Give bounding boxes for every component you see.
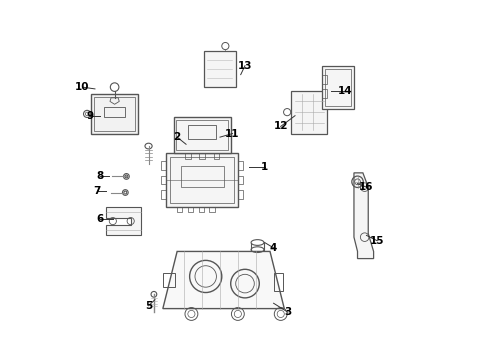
Bar: [322, 75, 327, 84]
Text: 15: 15: [370, 236, 385, 246]
Text: 11: 11: [225, 129, 240, 139]
Bar: [214, 153, 220, 158]
Bar: [322, 89, 327, 98]
Bar: [238, 190, 243, 199]
Bar: [209, 207, 215, 212]
Bar: [104, 107, 125, 117]
Bar: [173, 117, 231, 153]
Bar: [238, 161, 243, 170]
Text: 14: 14: [338, 86, 352, 96]
Text: 9: 9: [86, 111, 93, 121]
Bar: [176, 120, 228, 150]
Bar: [325, 68, 351, 106]
Text: 13: 13: [238, 61, 252, 71]
Bar: [238, 176, 243, 184]
Bar: [92, 94, 138, 134]
Bar: [161, 161, 167, 170]
Bar: [177, 207, 182, 212]
Bar: [185, 153, 191, 158]
Bar: [188, 207, 193, 212]
Bar: [199, 153, 205, 158]
Bar: [181, 166, 223, 187]
Bar: [292, 91, 327, 134]
Bar: [322, 66, 354, 109]
Bar: [273, 273, 283, 291]
Bar: [94, 97, 135, 131]
Text: 16: 16: [359, 182, 374, 192]
Text: 7: 7: [93, 186, 100, 196]
Polygon shape: [106, 207, 142, 235]
Bar: [170, 157, 234, 203]
Text: 1: 1: [261, 162, 268, 172]
Text: 10: 10: [75, 82, 90, 92]
Bar: [161, 176, 167, 184]
Bar: [198, 207, 204, 212]
Polygon shape: [354, 173, 373, 258]
Text: 12: 12: [273, 121, 288, 131]
Bar: [163, 273, 175, 287]
Bar: [204, 51, 236, 87]
Text: 3: 3: [284, 307, 292, 317]
Text: 6: 6: [97, 214, 104, 224]
Bar: [161, 190, 167, 199]
Bar: [188, 125, 217, 139]
Text: 4: 4: [270, 243, 277, 253]
Text: 5: 5: [145, 301, 152, 311]
Bar: [167, 153, 238, 207]
Text: 2: 2: [173, 132, 181, 142]
Text: 8: 8: [97, 171, 104, 181]
Polygon shape: [163, 251, 284, 309]
